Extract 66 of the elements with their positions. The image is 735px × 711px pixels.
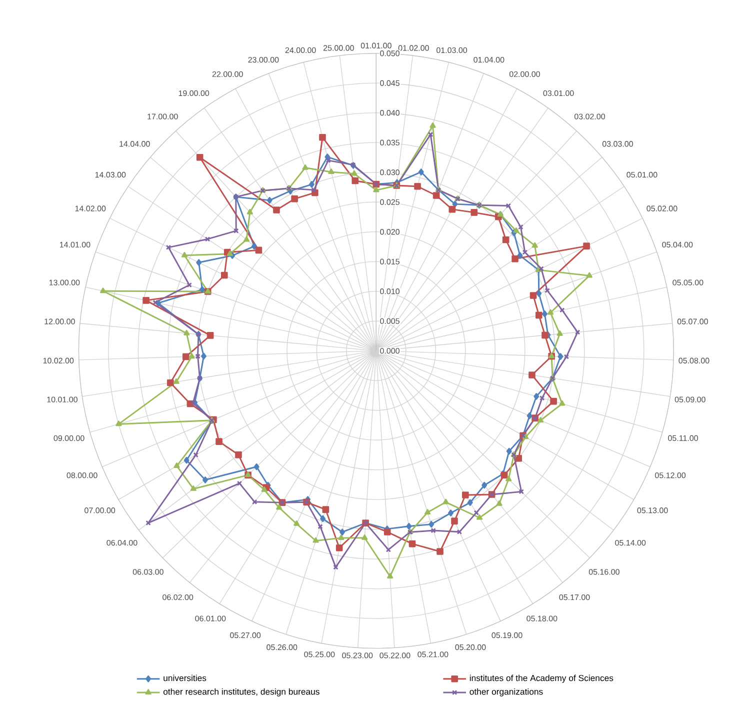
spoke-label: 01.03.00 — [436, 47, 468, 54]
spoke-label: 05.13.00 — [637, 508, 668, 514]
y-tick-label: 0.020 — [380, 229, 400, 235]
spoke-label: 05.20.00 — [455, 644, 486, 650]
spoke-label: 05.27.00 — [230, 632, 261, 638]
spoke-label: 14.01.00 — [60, 242, 90, 248]
spoke-label: 05.12.00 — [655, 472, 686, 478]
spoke-label: 01.04.00 — [474, 56, 504, 63]
spoke-label: 03.03.00 — [602, 141, 633, 147]
spoke-label: 09.00.00 — [54, 435, 84, 442]
spoke-label: 25.00.00 — [323, 45, 354, 51]
spoke-label: 06.02.00 — [162, 594, 194, 600]
spoke-label: 05.01.00 — [626, 172, 658, 178]
spoke-label: 05.18.00 — [526, 616, 558, 622]
spoke-label: 14.02.00 — [75, 206, 106, 212]
spoke-label: 14.04.00 — [120, 141, 150, 147]
legend-label: institutes of the Academy of Sciences — [470, 674, 614, 683]
y-tick-label: 0.010 — [380, 288, 400, 294]
spoke-label: 05.08.00 — [678, 358, 710, 364]
legend-label: other research institutes, design bureaus — [163, 688, 320, 696]
spoke-label: 05.17.00 — [559, 594, 590, 600]
spoke-label: 03.02.00 — [574, 114, 606, 120]
spoke-label: 06.03.00 — [132, 569, 164, 575]
spoke-label: 02.00.00 — [509, 71, 540, 78]
spoke-label: 14.03.00 — [95, 172, 126, 178]
spoke-label: 05.26.00 — [266, 644, 298, 650]
spoke-label: 06.01.00 — [195, 616, 226, 622]
spoke-label: 05.21.00 — [418, 652, 448, 658]
spoke-label: 05.02.00 — [646, 206, 678, 212]
spoke-label: 17.00.00 — [148, 114, 178, 120]
spoke-label: 05.14.00 — [615, 540, 646, 546]
y-tick-label: 0.035 — [380, 140, 400, 146]
spoke-label: 05.05.00 — [672, 280, 704, 286]
y-tick-label: 0.050 — [380, 50, 400, 56]
spoke-label: 19.00.00 — [178, 90, 210, 96]
spoke-label: 24.00.00 — [285, 47, 316, 54]
spoke-label: 10.02.00 — [43, 358, 74, 364]
y-tick-label: 0.015 — [380, 258, 400, 264]
spoke-label: 12.00.00 — [44, 318, 75, 324]
spoke-label: 07.00.00 — [84, 508, 116, 514]
spoke-label: 05.25.00 — [304, 652, 335, 658]
spoke-label: 05.22.00 — [380, 652, 410, 658]
y-tick-label: 0.030 — [380, 170, 400, 176]
y-tick-label: 0.025 — [380, 199, 400, 205]
spoke-label: 10.01.00 — [47, 396, 78, 402]
spoke-label: 03.01.00 — [543, 90, 574, 96]
y-tick-label: 0.000 — [380, 348, 400, 354]
y-tick-label: 0.040 — [380, 110, 400, 116]
spoke-label: 23.00.00 — [248, 56, 279, 63]
spoke-label: 05.09.00 — [674, 396, 706, 402]
spoke-label: 05.23.00 — [342, 652, 373, 658]
spoke-label: 05.04.00 — [662, 242, 693, 248]
y-tick-label: 0.005 — [380, 318, 400, 324]
spoke-label: 13.00.00 — [49, 280, 80, 286]
spoke-label: 08.00.00 — [66, 472, 98, 478]
spoke-label: 01.01.00 — [360, 42, 392, 48]
spoke-label: 22.00.00 — [212, 71, 243, 78]
spoke-label: 01.02.00 — [398, 45, 429, 51]
spoke-label: 05.11.00 — [668, 435, 698, 441]
y-tick-label: 0.045 — [380, 80, 400, 86]
legend-label: universities — [164, 674, 206, 682]
spoke-label: 06.04.00 — [106, 540, 138, 546]
spoke-label: 05.16.00 — [588, 569, 620, 575]
spoke-label: 05.07.00 — [677, 318, 708, 324]
spoke-label: 05.19.00 — [492, 632, 522, 638]
legend-label: other organizations — [470, 688, 543, 696]
